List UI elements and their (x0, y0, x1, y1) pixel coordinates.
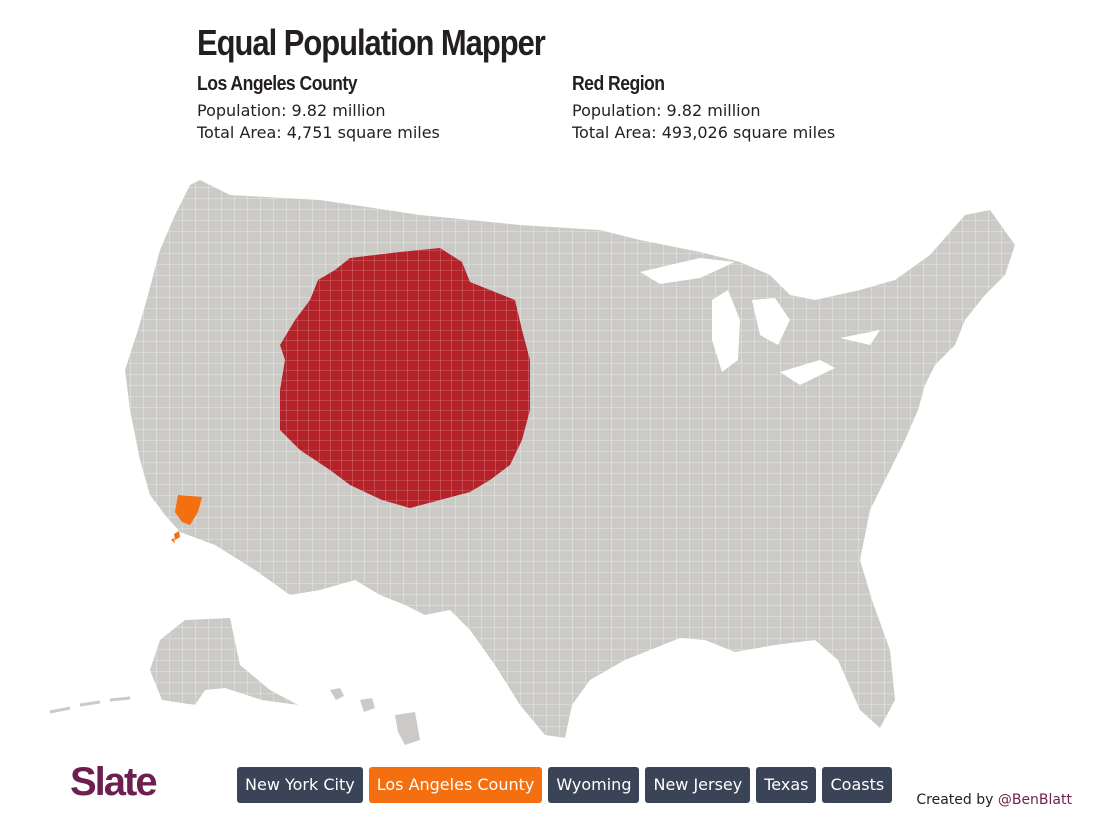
red-region-county-lines (280, 248, 530, 508)
great-lakes-shape (640, 258, 880, 385)
button-texas[interactable]: Texas (756, 767, 817, 803)
la-county-shape[interactable] (175, 495, 202, 525)
county-population: Population: 9.82 million (197, 101, 386, 120)
hawaii-shape (330, 688, 420, 745)
region-area: Total Area: 493,026 square miles (572, 123, 836, 142)
aleutian-islands (49, 696, 131, 714)
button-coasts[interactable]: Coasts (822, 767, 893, 803)
county-name: Los Angeles County (197, 73, 358, 95)
alaska-boroughs (150, 618, 298, 705)
county-stats-panel: Los Angeles County Population: 9.82 mill… (197, 73, 440, 144)
county-area: Total Area: 4,751 square miles (197, 123, 440, 142)
la-islands-shape (171, 531, 180, 543)
credit-prefix: Created by (916, 792, 994, 808)
page-title: Equal Population Mapper (197, 22, 546, 63)
credit-line: Created by @BenBlatt (916, 792, 1072, 808)
us-county-map[interactable] (40, 170, 1040, 755)
button-new-york-city[interactable]: New York City (237, 767, 363, 803)
slate-logo[interactable]: Slate (70, 760, 158, 804)
preset-buttons: New York City Los Angeles County Wyoming… (237, 767, 893, 803)
author-link[interactable]: @BenBlatt (997, 792, 1072, 808)
region-stats-panel: Red Region Population: 9.82 million Tota… (572, 73, 835, 144)
button-wyoming[interactable]: Wyoming (548, 767, 640, 803)
button-los-angeles-county[interactable]: Los Angeles County (368, 767, 543, 803)
region-name: Red Region (572, 73, 665, 95)
region-population: Population: 9.82 million (572, 101, 761, 120)
button-new-jersey[interactable]: New Jersey (645, 767, 751, 803)
county-boundaries (125, 180, 1015, 738)
